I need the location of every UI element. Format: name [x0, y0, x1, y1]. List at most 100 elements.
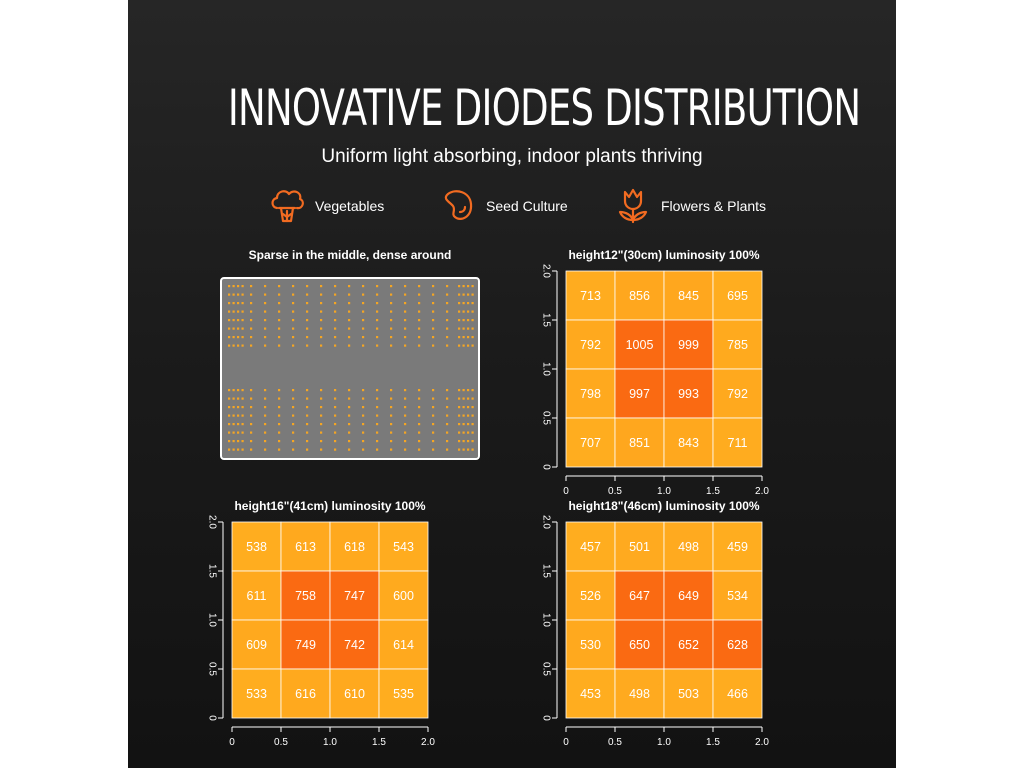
diode	[250, 414, 253, 417]
cell-value-label: 707	[580, 436, 601, 450]
diode	[306, 285, 309, 288]
y-tick-label: 1.5	[540, 313, 551, 327]
diode	[348, 431, 351, 434]
diode	[228, 448, 231, 451]
cell-value-label: 457	[580, 540, 601, 554]
diode	[404, 397, 407, 400]
diode	[264, 406, 267, 409]
diode	[390, 344, 393, 347]
diode	[404, 336, 407, 339]
diode	[362, 302, 365, 305]
diode	[278, 440, 281, 443]
diode	[334, 327, 337, 330]
diode	[348, 423, 351, 426]
diode	[264, 414, 267, 417]
diode	[320, 448, 323, 451]
diode	[306, 440, 309, 443]
diode	[458, 406, 461, 409]
cell-value-label: 503	[678, 687, 699, 701]
diode	[232, 423, 235, 426]
feature-flowers-plants: Flowers & Plants	[611, 184, 766, 228]
diode	[404, 440, 407, 443]
diode	[334, 397, 337, 400]
diode	[237, 344, 240, 347]
heatmap-cell	[663, 270, 714, 321]
diode	[241, 293, 244, 296]
diode	[467, 293, 470, 296]
diode	[390, 389, 393, 392]
feature-label: Vegetables	[315, 198, 385, 214]
diode	[232, 336, 235, 339]
y-tick-label: 1.0	[206, 613, 217, 627]
diode	[376, 431, 379, 434]
diode	[432, 423, 435, 426]
diode	[458, 389, 461, 392]
heatmap-cell	[565, 417, 616, 468]
heatmap-cell	[378, 619, 429, 670]
diode	[458, 336, 461, 339]
diode	[264, 440, 267, 443]
cell-value-label: 785	[727, 338, 748, 352]
diode	[348, 327, 351, 330]
diode	[232, 431, 235, 434]
diode	[462, 431, 465, 434]
page-subtitle: Uniform light absorbing, indoor plants t…	[321, 146, 703, 167]
diode	[418, 397, 421, 400]
diode	[264, 389, 267, 392]
diode	[292, 302, 295, 305]
diode	[306, 310, 309, 313]
y-tick-label: 2.0	[540, 515, 551, 529]
diode	[446, 414, 449, 417]
bean-seed-icon	[444, 190, 473, 220]
diode	[264, 302, 267, 305]
diode	[237, 319, 240, 322]
diode	[467, 397, 470, 400]
heatmap-cell	[712, 668, 763, 719]
cell-value-label: 610	[344, 687, 365, 701]
diode	[390, 406, 393, 409]
diode	[446, 406, 449, 409]
diode	[320, 389, 323, 392]
diode	[228, 327, 231, 330]
diode	[418, 302, 421, 305]
diode	[432, 327, 435, 330]
diode	[264, 310, 267, 313]
diode	[390, 440, 393, 443]
diode	[237, 414, 240, 417]
heatmap-cell	[280, 668, 331, 719]
diode	[306, 397, 309, 400]
diode	[237, 389, 240, 392]
diode	[306, 406, 309, 409]
diode	[362, 414, 365, 417]
diode	[467, 389, 470, 392]
diode	[446, 389, 449, 392]
diode	[320, 336, 323, 339]
cell-value-label: 501	[629, 540, 650, 554]
feature-vegetables: Vegetables	[265, 184, 384, 228]
diode	[241, 302, 244, 305]
chart-title: height12"(30cm) luminosity 100%	[568, 248, 759, 262]
cell-value-label: 530	[580, 638, 601, 652]
diode	[228, 293, 231, 296]
diode	[348, 389, 351, 392]
diode	[264, 344, 267, 347]
diode	[320, 431, 323, 434]
diode	[250, 310, 253, 313]
diode	[362, 310, 365, 313]
diode	[334, 431, 337, 434]
cell-value-label: 613	[295, 540, 316, 554]
diode	[390, 302, 393, 305]
cell-value-label: 999	[678, 338, 699, 352]
diode	[334, 440, 337, 443]
cell-value-label: 466	[727, 687, 748, 701]
diode	[390, 423, 393, 426]
diode	[432, 302, 435, 305]
cell-value-label: 616	[295, 687, 316, 701]
diode	[376, 336, 379, 339]
y-tick-label: 1.5	[206, 564, 217, 578]
diode	[404, 344, 407, 347]
diode	[376, 389, 379, 392]
diode	[241, 344, 244, 347]
diode	[404, 302, 407, 305]
diode	[228, 397, 231, 400]
